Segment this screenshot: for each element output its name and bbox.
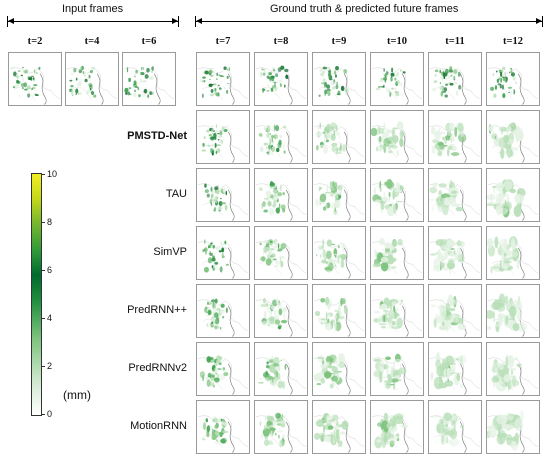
predicted-frame bbox=[254, 342, 308, 396]
model-label: PredRNN++ bbox=[127, 304, 187, 316]
time-label: t=4 bbox=[84, 36, 100, 47]
predicted-frame bbox=[486, 110, 540, 164]
future-frames-header: Ground truth & predicted future frames bbox=[270, 3, 459, 15]
predicted-frame bbox=[486, 168, 540, 222]
model-label: PMSTD-Net bbox=[127, 130, 187, 142]
colorbar-tick-label: 0 bbox=[47, 409, 53, 419]
predicted-frame bbox=[312, 110, 366, 164]
predicted-frame bbox=[196, 168, 250, 222]
predicted-frame bbox=[254, 168, 308, 222]
model-label: SimVP bbox=[153, 246, 187, 258]
colorbar-gradient bbox=[31, 173, 42, 416]
time-label: t=9 bbox=[331, 36, 347, 47]
predicted-frame bbox=[196, 226, 250, 280]
ground-truth-frame bbox=[370, 52, 424, 106]
ground-truth-frame bbox=[254, 52, 308, 106]
ground-truth-frame bbox=[486, 52, 540, 106]
colorbar-tick-label: 6 bbox=[47, 265, 53, 275]
colorbar-tick bbox=[41, 270, 45, 271]
predicted-frame bbox=[370, 400, 424, 454]
colorbar-tick-label: 4 bbox=[47, 313, 53, 323]
future-frames-arrow bbox=[195, 16, 543, 27]
predicted-frame bbox=[428, 110, 482, 164]
time-label: t=7 bbox=[215, 36, 231, 47]
predicted-frame bbox=[486, 226, 540, 280]
predicted-frame bbox=[486, 400, 540, 454]
predicted-frame bbox=[196, 400, 250, 454]
predicted-frame bbox=[428, 226, 482, 280]
colorbar-tick bbox=[41, 318, 45, 319]
predicted-frame bbox=[486, 342, 540, 396]
time-label: t=11 bbox=[445, 36, 465, 47]
input-frames-arrow bbox=[7, 16, 179, 27]
model-label: MotionRNN bbox=[130, 420, 187, 432]
predicted-frame bbox=[312, 400, 366, 454]
colorbar-tick-label: 2 bbox=[47, 361, 53, 371]
ground-truth-frame bbox=[65, 52, 119, 106]
model-label: PredRNNv2 bbox=[128, 362, 187, 374]
ground-truth-frame bbox=[312, 52, 366, 106]
colorbar-tick-label: 10 bbox=[47, 169, 58, 179]
time-label: t=6 bbox=[141, 36, 157, 47]
colorbar-tick bbox=[41, 414, 45, 415]
predicted-frame bbox=[370, 110, 424, 164]
colorbar-unit: (mm) bbox=[63, 388, 91, 402]
time-label: t=10 bbox=[387, 36, 407, 47]
predicted-frame bbox=[312, 168, 366, 222]
input-frames-header: Input frames bbox=[62, 3, 124, 15]
predicted-frame bbox=[196, 110, 250, 164]
predicted-frame bbox=[196, 342, 250, 396]
predicted-frame bbox=[312, 226, 366, 280]
predicted-frame bbox=[370, 226, 424, 280]
predicted-frame bbox=[312, 342, 366, 396]
model-label: TAU bbox=[165, 188, 187, 200]
predicted-frame bbox=[428, 284, 482, 338]
predicted-frame bbox=[254, 400, 308, 454]
predicted-frame bbox=[370, 284, 424, 338]
predicted-frame bbox=[254, 226, 308, 280]
predicted-frame bbox=[428, 168, 482, 222]
predicted-frame bbox=[428, 400, 482, 454]
predicted-frame bbox=[254, 110, 308, 164]
predicted-frame bbox=[428, 342, 482, 396]
colorbar-tick bbox=[41, 366, 45, 367]
time-label: t=8 bbox=[273, 36, 289, 47]
time-label: t=2 bbox=[27, 36, 43, 47]
predicted-frame bbox=[486, 284, 540, 338]
colorbar-tick-label: 8 bbox=[47, 217, 53, 227]
ground-truth-frame bbox=[196, 52, 250, 106]
predicted-frame bbox=[312, 284, 366, 338]
time-label: t=12 bbox=[503, 36, 523, 47]
colorbar-tick bbox=[41, 174, 45, 175]
predicted-frame bbox=[254, 284, 308, 338]
predicted-frame bbox=[370, 168, 424, 222]
colorbar-tick bbox=[41, 222, 45, 223]
ground-truth-frame bbox=[428, 52, 482, 106]
predicted-frame bbox=[196, 284, 250, 338]
ground-truth-frame bbox=[122, 52, 176, 106]
ground-truth-frame bbox=[8, 52, 62, 106]
predicted-frame bbox=[370, 342, 424, 396]
